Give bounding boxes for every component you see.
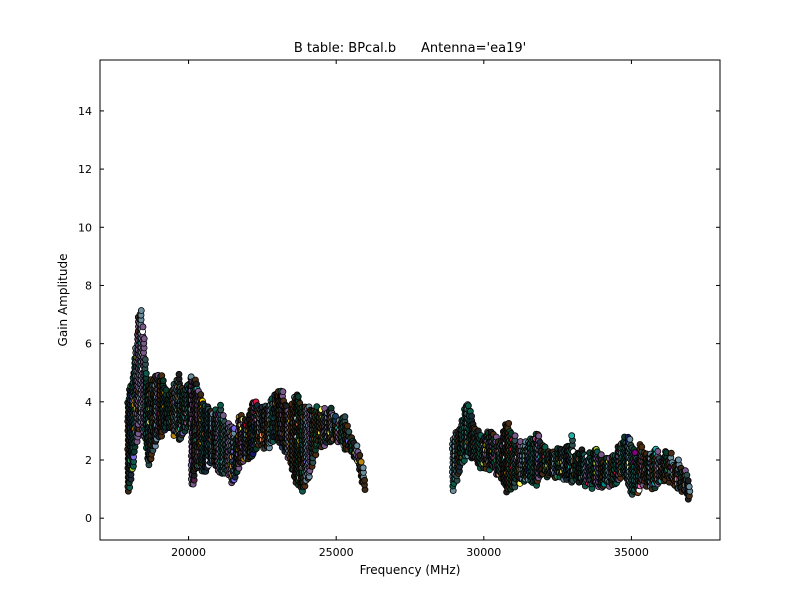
- data-point: [353, 442, 361, 450]
- data-point: [568, 432, 576, 440]
- y-tick-label: 0: [85, 512, 92, 525]
- data-point: [683, 471, 691, 479]
- data-point: [137, 307, 145, 314]
- x-tick-label: 25000: [319, 546, 354, 559]
- data-point: [626, 435, 634, 443]
- data-point: [159, 377, 167, 385]
- data-point: [667, 449, 675, 457]
- x-axis-label: Frequency (MHz): [360, 563, 461, 577]
- data-point: [356, 451, 364, 459]
- y-tick-label: 12: [78, 163, 92, 176]
- y-axis-label: Gain Amplitude: [56, 254, 70, 347]
- x-tick-label: 20000: [171, 546, 206, 559]
- data-point: [327, 404, 335, 412]
- data-point: [505, 419, 513, 427]
- data-point: [279, 388, 287, 396]
- data-point: [141, 356, 149, 363]
- data-point: [535, 432, 543, 440]
- data-point: [654, 447, 662, 455]
- data-point: [684, 477, 692, 485]
- data-point: [344, 422, 351, 430]
- x-tick-label: 30000: [466, 546, 501, 559]
- data-point: [345, 428, 353, 436]
- data-point: [359, 464, 367, 472]
- data-point: [511, 432, 519, 440]
- chart-title: B table: BPcal.b Antenna='ea19': [294, 41, 526, 56]
- data-point: [175, 370, 183, 378]
- data-point: [357, 458, 365, 466]
- data-point: [142, 369, 150, 377]
- data-point: [361, 476, 369, 484]
- data-point: [675, 456, 682, 464]
- data-point: [468, 412, 476, 420]
- data-point: [197, 391, 205, 398]
- data-point: [139, 323, 147, 331]
- data-point: [597, 451, 605, 459]
- x-tick-label: 35000: [614, 546, 649, 559]
- data-point: [193, 380, 201, 388]
- data-point: [685, 483, 693, 491]
- y-tick-label: 2: [85, 454, 92, 467]
- data-point: [638, 443, 646, 451]
- data-point: [140, 335, 148, 343]
- y-tick-label: 10: [78, 221, 92, 234]
- data-point: [464, 402, 472, 410]
- data-points: [124, 307, 694, 503]
- y-tick-label: 6: [85, 338, 92, 351]
- data-point: [219, 412, 227, 419]
- y-tick-label: 14: [78, 105, 92, 118]
- data-point: [217, 401, 224, 409]
- y-tick-label: 8: [85, 279, 92, 292]
- y-tick-label: 4: [85, 396, 92, 409]
- data-point: [341, 413, 349, 421]
- data-point: [294, 393, 302, 401]
